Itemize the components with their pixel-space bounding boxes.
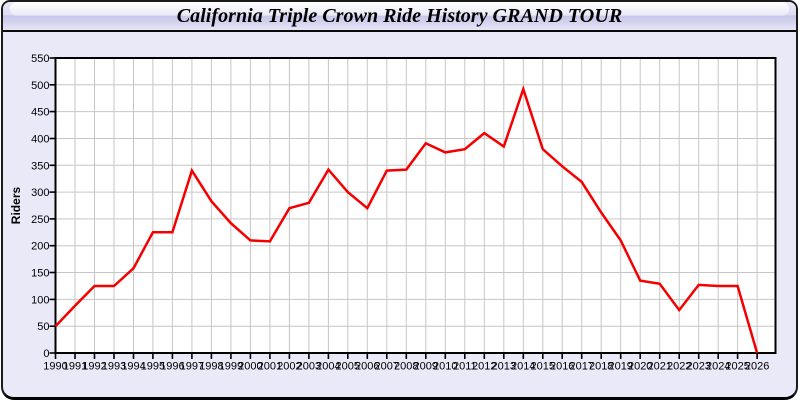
svg-text:2016: 2016 [550,361,574,373]
svg-text:2006: 2006 [355,361,379,373]
svg-text:200: 200 [31,241,49,253]
svg-text:400: 400 [31,134,49,146]
svg-text:2008: 2008 [394,361,418,373]
svg-text:2000: 2000 [238,361,262,373]
svg-text:50: 50 [37,321,49,333]
svg-text:1999: 1999 [219,361,243,373]
svg-text:2007: 2007 [375,361,399,373]
svg-text:Riders: Riders [9,187,23,225]
svg-text:150: 150 [31,268,49,280]
svg-text:1991: 1991 [63,361,87,373]
svg-text:2022: 2022 [667,361,691,373]
svg-text:2015: 2015 [531,361,555,373]
svg-text:2013: 2013 [492,361,516,373]
svg-text:450: 450 [31,107,49,119]
svg-text:1995: 1995 [141,361,165,373]
svg-text:550: 550 [31,53,49,65]
svg-text:1993: 1993 [102,361,126,373]
svg-text:2009: 2009 [414,361,438,373]
svg-text:2002: 2002 [277,361,301,373]
svg-text:2023: 2023 [686,361,710,373]
svg-text:2001: 2001 [258,361,282,373]
svg-text:100: 100 [31,294,49,306]
svg-text:1994: 1994 [121,361,145,373]
svg-text:2018: 2018 [589,361,613,373]
svg-text:2024: 2024 [706,361,730,373]
svg-text:350: 350 [31,160,49,172]
svg-text:1990: 1990 [43,361,67,373]
svg-text:1992: 1992 [82,361,106,373]
svg-text:2026: 2026 [745,361,769,373]
svg-text:500: 500 [31,80,49,92]
svg-text:2003: 2003 [297,361,321,373]
svg-text:0: 0 [43,348,49,360]
svg-text:1996: 1996 [160,361,184,373]
svg-text:2019: 2019 [608,361,632,373]
svg-text:250: 250 [31,214,49,226]
svg-text:2012: 2012 [472,361,496,373]
svg-text:2014: 2014 [511,361,535,373]
svg-text:2011: 2011 [453,361,477,373]
svg-text:2004: 2004 [316,361,340,373]
svg-text:2017: 2017 [569,361,593,373]
svg-text:2010: 2010 [433,361,457,373]
svg-text:1998: 1998 [199,361,223,373]
svg-text:1997: 1997 [180,361,204,373]
svg-text:2005: 2005 [336,361,360,373]
svg-text:2025: 2025 [725,361,749,373]
svg-text:2020: 2020 [628,361,652,373]
svg-text:2021: 2021 [647,361,671,373]
svg-text:300: 300 [31,187,49,199]
